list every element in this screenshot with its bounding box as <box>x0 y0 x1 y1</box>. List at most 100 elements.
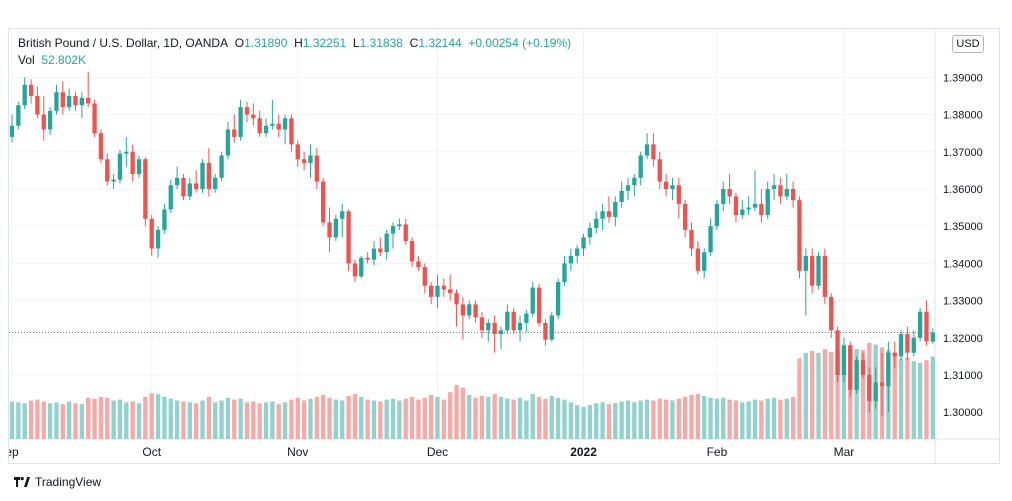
candle <box>613 196 618 227</box>
candle-body <box>562 263 567 282</box>
candle <box>194 170 199 193</box>
volume-bar <box>162 396 167 439</box>
candle <box>543 319 548 346</box>
candle-body <box>467 304 472 316</box>
candle-body <box>124 151 129 154</box>
volume-bar <box>498 396 504 439</box>
change-value: +0.00254 (+0.19%) <box>468 36 572 50</box>
candle <box>187 177 192 201</box>
volume-bar <box>365 399 370 439</box>
candle <box>657 151 662 189</box>
candle-body <box>174 177 180 186</box>
vol-label[interactable]: Vol <box>18 53 35 67</box>
candle-body <box>409 241 415 262</box>
candle <box>575 244 580 264</box>
candle <box>498 326 504 349</box>
volume-bar <box>714 398 720 439</box>
volume-bar <box>454 384 459 439</box>
close-label: C <box>409 36 419 50</box>
volume-bar <box>822 349 828 439</box>
volume-bar <box>778 399 783 439</box>
candle-body <box>22 84 27 106</box>
candle <box>536 283 542 327</box>
candle-body <box>505 311 510 331</box>
volume-bar <box>600 402 605 439</box>
symbol-title[interactable]: British Pound / U.S. Dollar, 1D, OANDA <box>18 36 229 50</box>
volume-bar <box>181 401 186 439</box>
volume-bar <box>409 396 415 439</box>
candle-body <box>835 330 840 376</box>
candle-body <box>727 188 732 197</box>
x-tick-label: Nov <box>287 445 308 459</box>
volume-bar <box>314 396 319 439</box>
volume-bar <box>676 398 681 439</box>
candle <box>638 151 643 186</box>
candle <box>898 330 904 361</box>
candle <box>492 315 497 353</box>
candle <box>98 129 104 163</box>
volume-bar <box>149 393 154 439</box>
volume-bar <box>321 395 326 439</box>
volume-bar <box>829 351 834 439</box>
candle-body <box>733 196 739 216</box>
candle-body <box>117 153 123 180</box>
volume-bar <box>105 397 110 439</box>
volume-bar <box>473 397 478 439</box>
candle <box>441 278 446 297</box>
candle <box>168 179 173 214</box>
candle <box>714 200 720 230</box>
candle <box>790 181 796 208</box>
candle <box>708 218 713 256</box>
candlestick-chart[interactable]: 1.39000 1.38000 1.37000 1.36000 1.35000 1.340… <box>9 29 999 463</box>
volume-bar <box>467 395 472 439</box>
x-tick-label: 2022 <box>570 445 597 459</box>
candle-body <box>784 188 789 197</box>
candle-body <box>397 224 402 227</box>
candle <box>403 218 408 245</box>
candle-body <box>663 181 669 189</box>
candle-body <box>746 207 751 210</box>
candle-body <box>644 144 650 156</box>
candle <box>200 159 205 193</box>
volume-bar <box>898 358 904 439</box>
volume-bar <box>606 404 612 439</box>
candle <box>765 181 770 219</box>
volume-bar <box>308 398 313 439</box>
volume-bar <box>22 403 27 439</box>
y-tick-label: 1.32000 <box>943 333 983 345</box>
candle-body <box>301 159 307 163</box>
volume-bar <box>98 396 104 439</box>
candle <box>47 107 53 136</box>
candle-body <box>136 159 142 175</box>
candle-body <box>282 118 288 130</box>
candle <box>384 229 389 260</box>
volume-bar <box>213 402 218 439</box>
volume-bar <box>47 403 53 439</box>
candle-body <box>66 95 72 108</box>
candle-body <box>60 92 65 108</box>
candle-body <box>321 181 326 223</box>
volume-bar <box>428 395 434 439</box>
candle <box>663 174 669 197</box>
candle <box>917 308 923 342</box>
volume-bar <box>435 396 440 439</box>
volume-bar <box>657 398 662 439</box>
candle-body <box>314 155 319 182</box>
volume-bar <box>251 401 256 439</box>
tradingview-brand[interactable]: TradingView <box>14 475 101 489</box>
brand-name: TradingView <box>35 475 102 489</box>
candle-body <box>625 185 631 191</box>
candle <box>314 148 319 189</box>
volume-bar <box>854 349 859 439</box>
volume-bar <box>549 395 554 439</box>
y-tick-label: 1.31000 <box>943 370 983 382</box>
candle <box>746 196 751 216</box>
candle <box>517 315 523 342</box>
candle-body <box>619 190 624 203</box>
volume-bar <box>378 401 383 439</box>
currency-button[interactable]: USD <box>952 35 984 53</box>
candle-body <box>860 360 866 376</box>
candle-body <box>251 114 256 119</box>
candle-body <box>778 185 783 197</box>
candle-body <box>810 255 815 286</box>
